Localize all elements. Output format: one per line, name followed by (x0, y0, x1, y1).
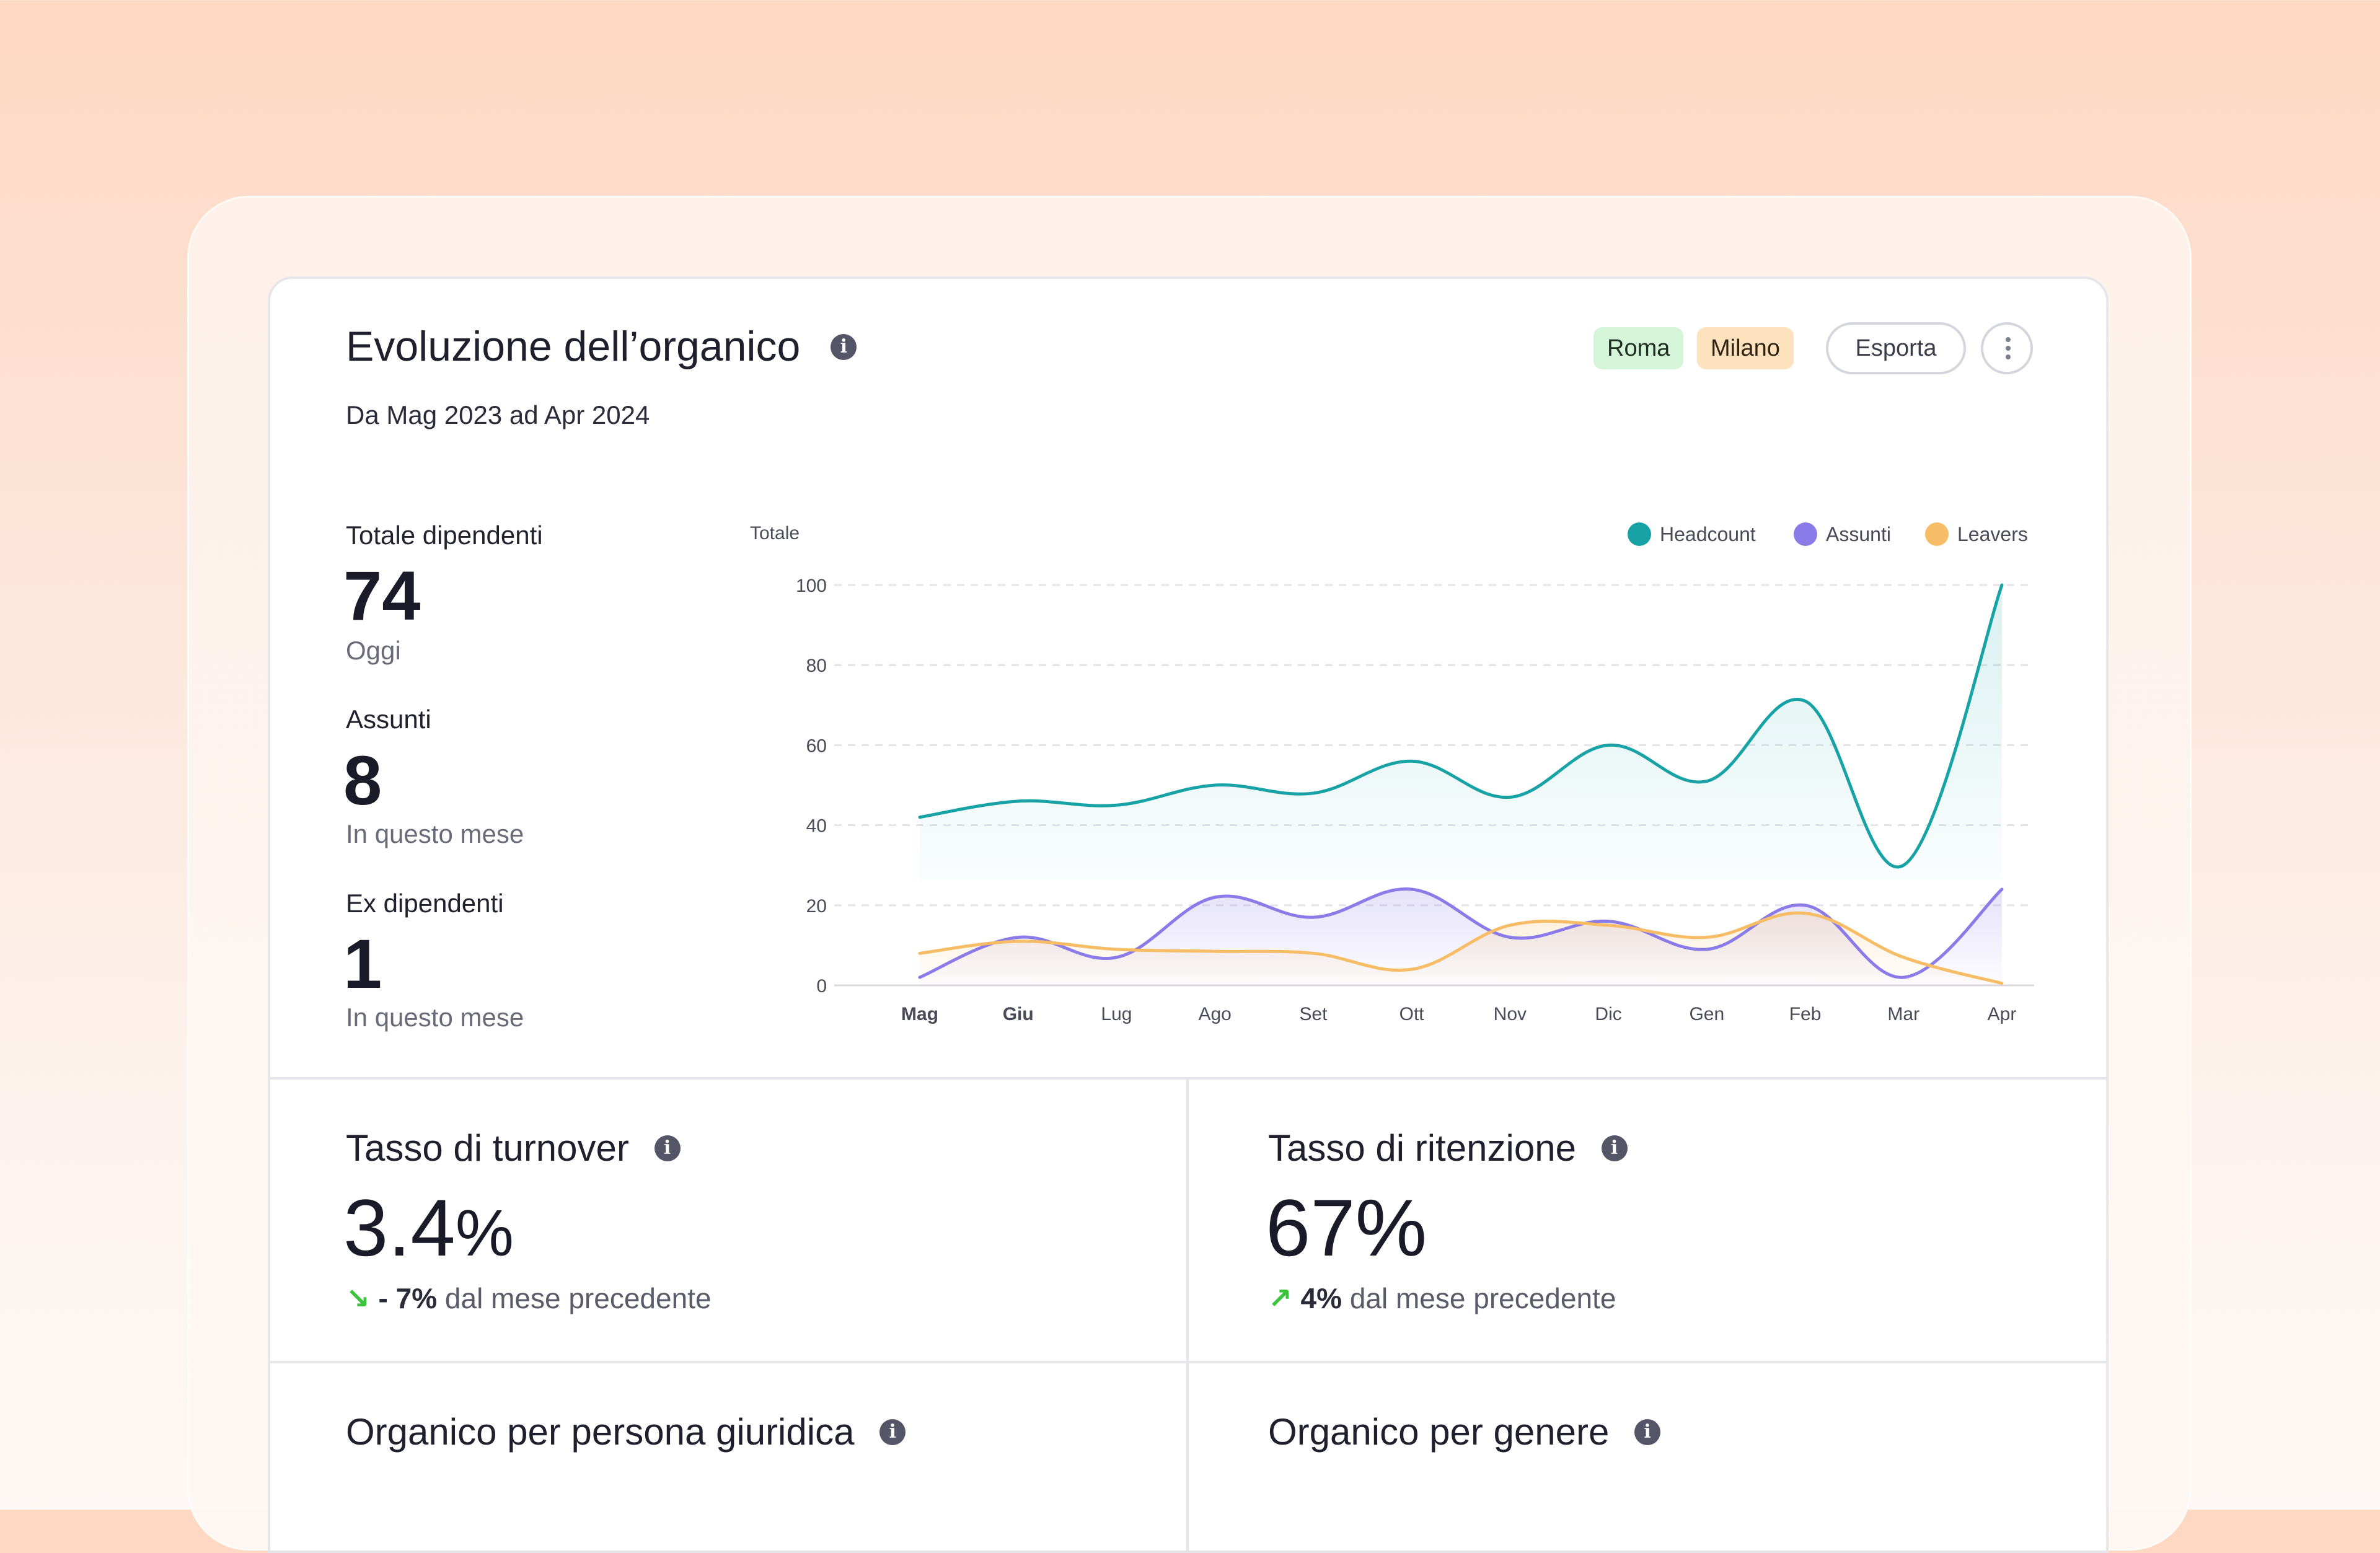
turnover-change-value: - 7% (378, 1282, 438, 1314)
info-icon[interactable]: i (879, 1419, 906, 1446)
info-icon[interactable]: i (1634, 1419, 1661, 1446)
kpi-total-label: Totale dipendenti (346, 521, 543, 550)
card-title-text: Evoluzione dell’organico (346, 323, 801, 370)
legend-label: Leavers (1957, 523, 2028, 545)
legend-assunti[interactable]: Assunti (1794, 522, 1891, 546)
legal-entity-title-text: Organico per persona giuridica (346, 1411, 855, 1453)
kpi-leavers-label: Ex dipendenti (346, 889, 504, 918)
info-icon[interactable]: i (831, 334, 857, 361)
divider (1186, 1077, 1189, 1551)
more-dot (2006, 337, 2011, 342)
turnover-title-text: Tasso di turnover (346, 1127, 629, 1169)
y-tick-label: 60 (806, 736, 827, 756)
filter-tag-milano[interactable]: Milano (1697, 327, 1794, 369)
trend-up-icon: ↗ (1268, 1282, 1292, 1315)
turnover-change: ↘ - 7% dal mese precedente (346, 1282, 712, 1315)
retention-change-text: dal mese precedente (1349, 1282, 1616, 1314)
series-area-headcount (920, 585, 2002, 882)
x-tick-label: Apr (1988, 1004, 2017, 1024)
x-tick-label: Feb (1789, 1004, 1822, 1024)
x-tick-label: Ott (1399, 1004, 1425, 1024)
turnover-change-text: dal mese precedente (444, 1282, 712, 1314)
divider (270, 1361, 2106, 1363)
legal-entity-title: Organico per persona giuridica i (346, 1410, 906, 1453)
x-tick-label: Set (1299, 1004, 1328, 1024)
info-icon[interactable]: i (1601, 1135, 1628, 1162)
retention-title-text: Tasso di ritenzione (1268, 1127, 1576, 1169)
divider (270, 1077, 2106, 1080)
series-line-headcount (918, 583, 2004, 869)
legend-headcount[interactable]: Headcount (1628, 522, 1756, 546)
card-title: Evoluzione dell’organico i (346, 323, 857, 370)
turnover-number: 3.4 (343, 1182, 456, 1273)
series-line-leavers (918, 911, 2004, 985)
more-dot (2006, 346, 2011, 351)
turnover-title: Tasso di turnover i (346, 1127, 681, 1169)
legend-label: Assunti (1826, 523, 1891, 545)
legend-label: Headcount (1660, 523, 1756, 545)
retention-title: Tasso di ritenzione i (1268, 1127, 1628, 1169)
kpi-total-value: 74 (343, 557, 421, 635)
turnover-unit: % (455, 1197, 514, 1270)
gender-title-text: Organico per genere (1268, 1411, 1610, 1453)
legend-dot (1794, 522, 1817, 546)
y-tick-label: 80 (806, 656, 827, 676)
more-options-button[interactable] (1981, 322, 2033, 374)
y-tick-label: 0 (816, 976, 827, 996)
gender-title: Organico per genere i (1268, 1410, 1661, 1453)
kpi-total-sub: Oggi (346, 636, 401, 665)
retention-change: ↗ 4% dal mese precedente (1268, 1282, 1616, 1315)
x-tick-label: Mar (1887, 1004, 1919, 1024)
x-tick-label: Giu (1003, 1004, 1034, 1024)
kpi-hired-label: Assunti (346, 705, 431, 734)
info-icon[interactable]: i (654, 1135, 681, 1162)
legend-dot (1925, 522, 1949, 546)
headcount-card: Evoluzione dell’organico i Da Mag 2023 a… (268, 276, 2109, 1553)
x-tick-label: Nov (1494, 1004, 1527, 1024)
more-dot (2006, 354, 2011, 359)
legend-leavers[interactable]: Leavers (1925, 522, 2028, 546)
kpi-leavers-value: 1 (343, 925, 382, 1003)
filter-tag-roma[interactable]: Roma (1593, 327, 1684, 369)
headcount-chart: Totale 0 20 40 60 80 100 Mag Giu Lug Ago Set Ott Nov D… (750, 523, 2034, 1024)
x-tick-label: Gen (1689, 1004, 1724, 1024)
y-tick-label: 40 (806, 816, 827, 837)
retention-change-value: 4% (1300, 1282, 1342, 1314)
x-tick-label: Lug (1101, 1004, 1132, 1024)
x-tick-label: Ago (1198, 1004, 1231, 1024)
y-axis-title: Totale (750, 523, 800, 543)
x-tick-label: Mag (901, 1004, 938, 1024)
date-range: Da Mag 2023 ad Apr 2024 (346, 400, 650, 429)
kpi-hired-sub: In questo mese (346, 819, 524, 848)
export-button[interactable]: Esporta (1826, 322, 1966, 374)
y-tick-label: 100 (796, 576, 827, 596)
kpi-hired-value: 8 (343, 742, 382, 819)
legend-dot (1628, 522, 1651, 546)
turnover-value: 3.4% (343, 1187, 514, 1268)
y-tick-label: 20 (806, 896, 827, 917)
retention-value: 67% (1266, 1182, 1427, 1273)
kpi-leavers-sub: In questo mese (346, 1003, 524, 1032)
trend-down-icon: ↘ (346, 1282, 370, 1315)
x-tick-label: Dic (1595, 1004, 1621, 1024)
